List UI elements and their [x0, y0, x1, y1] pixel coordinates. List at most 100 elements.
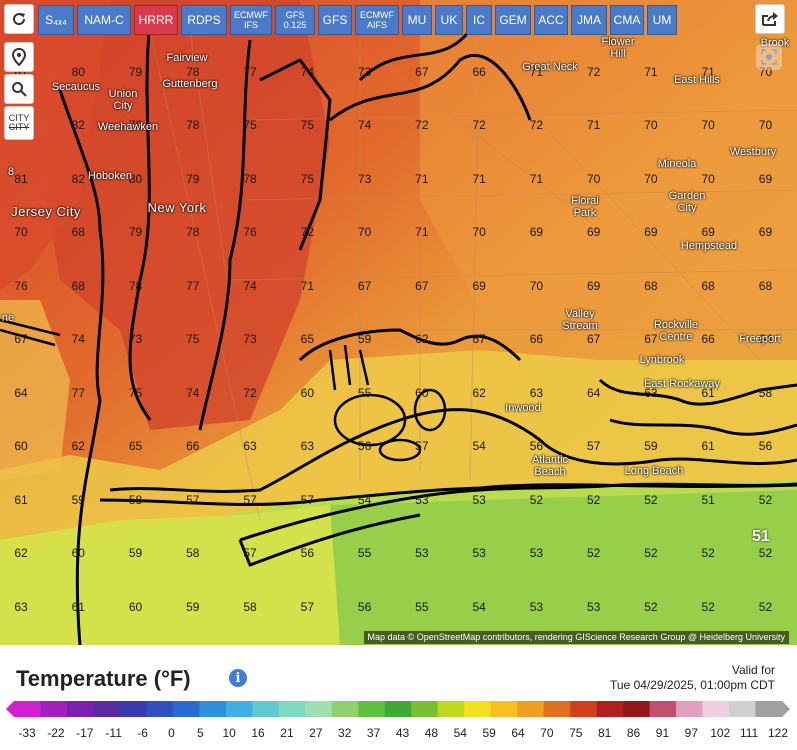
grid-value: 77: [243, 64, 257, 79]
grid-value: 53: [586, 599, 601, 614]
overlay-number: 51: [752, 528, 770, 545]
place-label: East Hills: [674, 74, 720, 86]
model-button-uk[interactable]: UK: [435, 5, 463, 35]
valid-time: Tue 04/29/2025, 01:00pm CDT: [610, 678, 775, 692]
grid-value: 58: [128, 492, 143, 507]
scale-segment: [437, 701, 465, 717]
model-button-cma[interactable]: CMA: [610, 5, 644, 35]
model-button-gfs-0-125[interactable]: GFS 0.125: [275, 5, 315, 35]
grid-value: 59: [357, 332, 372, 346]
model-button-nam-c[interactable]: NAM-C: [77, 5, 131, 35]
grid-value: 67: [415, 64, 429, 79]
model-button-um[interactable]: UM: [647, 5, 677, 35]
grid-value: 64: [586, 385, 601, 400]
grid-value: 68: [71, 225, 85, 239]
valid-time-block: Valid for Tue 04/29/2025, 01:00pm CDT: [610, 663, 775, 693]
place-label: Floral Park: [571, 195, 599, 219]
map-attribution[interactable]: Map data © OpenStreetMap contributors, r…: [363, 631, 789, 644]
place-label: Jersey City: [11, 204, 81, 219]
grid-value: 75: [300, 171, 315, 186]
grid-value: 78: [128, 278, 143, 293]
model-button-mu[interactable]: MU: [402, 5, 432, 35]
grid-value: 72: [586, 64, 601, 79]
scale-segment: [729, 701, 757, 717]
locate-icon[interactable]: [756, 44, 782, 70]
city-strike-label: CITY: [8, 122, 30, 132]
grid-value: 61: [701, 385, 715, 400]
place-label: Rockville Centre: [653, 319, 699, 343]
place-label: Garden City: [668, 190, 706, 214]
scale-segment: [358, 701, 386, 717]
place-label: New York: [147, 200, 207, 215]
grid-value: 75: [128, 385, 143, 400]
grid-value: 67: [357, 278, 372, 293]
model-button-ic[interactable]: IC: [466, 5, 492, 35]
scale-tick-label: 10: [222, 726, 236, 740]
scale-tick-label: 27: [309, 726, 323, 740]
city-toggle-button[interactable]: CITY CITY: [4, 106, 34, 140]
grid-value: 74: [186, 385, 200, 400]
grid-value: 53: [415, 492, 429, 507]
grid-value: 52: [644, 599, 658, 614]
place-label: Mineola: [657, 158, 697, 170]
place-label: Union City: [108, 88, 138, 112]
model-button-ecmwf-ifs[interactable]: ECMWF IFS: [230, 5, 272, 35]
grid-value: 60: [14, 439, 28, 453]
model-button-acc[interactable]: ACC: [534, 5, 568, 35]
location-pin-icon[interactable]: [4, 42, 34, 72]
model-button-gfs[interactable]: GFS: [318, 5, 352, 35]
grid-value: 64: [758, 332, 773, 346]
model-button-s-[interactable]: S₄ₓ₄: [38, 5, 74, 35]
grid-value: 70: [758, 64, 773, 79]
scale-tick-label: 59: [482, 726, 496, 740]
share-icon[interactable]: [755, 4, 785, 34]
scale-tick-label: -33: [18, 726, 36, 740]
grid-value: 71: [300, 278, 315, 293]
refresh-icon[interactable]: [4, 4, 34, 34]
magnifier-icon[interactable]: [4, 74, 34, 104]
grid-value: 70: [758, 118, 773, 132]
grid-value: 59: [71, 492, 85, 507]
model-button-jma[interactable]: JMA: [571, 5, 607, 35]
info-icon[interactable]: i: [229, 669, 247, 687]
place-label: Fairview: [166, 52, 208, 64]
scale-segment: [676, 701, 704, 717]
grid-value: 58: [243, 599, 257, 614]
scale-tick-label: 32: [338, 726, 352, 740]
grid-value: 71: [701, 64, 715, 79]
place-label: Atlantic Beach: [531, 454, 569, 478]
grid-value: 59: [128, 546, 143, 560]
scale-segment: [40, 701, 68, 717]
grid-value: 67: [586, 332, 601, 346]
scale-tick-label: 102: [710, 726, 731, 740]
grid-value: 54: [472, 439, 486, 453]
scale-segment: [570, 701, 598, 717]
model-button-hrrr[interactable]: HRRR: [134, 5, 178, 35]
grid-value: 68: [758, 278, 773, 293]
grid-value: 77: [186, 278, 200, 293]
scale-tick-label: 122: [767, 726, 789, 740]
grid-value: 75: [243, 118, 257, 132]
grid-value: 67: [14, 332, 28, 346]
grid-value: 58: [758, 385, 773, 400]
scale-tick-label: 75: [569, 726, 583, 740]
grid-value: 72: [415, 118, 429, 132]
city-label: CITY: [8, 113, 30, 123]
scale-segment: [305, 701, 333, 717]
grid-value: 73: [128, 332, 143, 346]
scale-segment: [543, 701, 571, 717]
model-button-gem[interactable]: GEM: [495, 5, 531, 35]
grid-value: 68: [701, 278, 715, 293]
grid-value: 74: [357, 118, 372, 132]
model-button-ecmwf-aifs[interactable]: ECMWF AIFS: [355, 5, 399, 35]
grid-value: 69: [701, 225, 715, 239]
model-button-rdps[interactable]: RDPS: [181, 5, 227, 35]
scale-segment: [702, 701, 730, 717]
temperature-map[interactable]: 8180797877747367667172717170818279787575…: [0, 0, 797, 645]
grid-value: 66: [472, 64, 486, 79]
scale-segment: [649, 701, 677, 717]
grid-value: 70: [701, 118, 715, 132]
grid-value: 80: [128, 171, 143, 186]
scale-segment: [252, 701, 280, 717]
grid-value: 52: [644, 546, 658, 560]
